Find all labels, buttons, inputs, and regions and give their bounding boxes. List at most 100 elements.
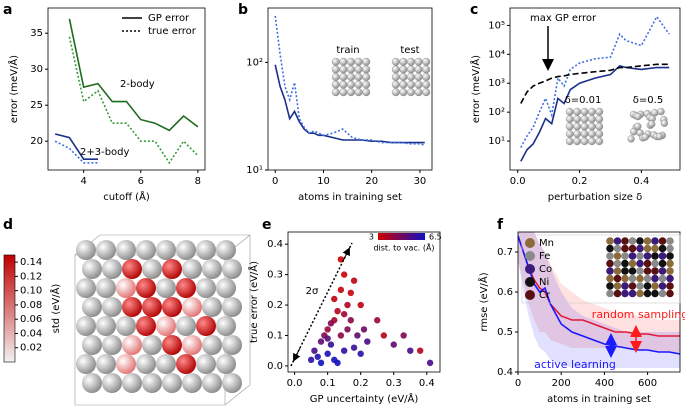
- panel-label: a: [3, 2, 12, 18]
- atom: [339, 73, 348, 81]
- scatter-point: [317, 338, 325, 345]
- scatter-point: [344, 326, 351, 333]
- atom: [628, 282, 637, 290]
- atom: [651, 274, 659, 283]
- annotation: δ=0.01: [565, 95, 602, 106]
- atom: [658, 252, 667, 260]
- atom: [82, 373, 102, 393]
- atom: [407, 57, 415, 66]
- x-tick-label: 0.0: [287, 378, 303, 389]
- y-tick-label: 0.2: [267, 300, 283, 311]
- atom: [643, 274, 652, 283]
- atom: [595, 130, 604, 138]
- atom: [96, 240, 116, 260]
- atom: [651, 259, 659, 268]
- scatter-point: [426, 359, 434, 367]
- colorbar-tick-label: 0.10: [20, 286, 42, 297]
- atom: [162, 335, 182, 355]
- y-tick-label: 0.7: [497, 247, 513, 258]
- atom: [76, 354, 96, 374]
- annotation: max GP error: [530, 13, 597, 24]
- legend-label: Cr: [539, 290, 551, 301]
- scatter-point: [357, 301, 364, 309]
- atom: [142, 335, 162, 355]
- atom: [142, 259, 162, 279]
- legend-label: Co: [539, 264, 552, 275]
- atom: [196, 316, 216, 336]
- atom: [643, 282, 652, 290]
- legend-label: Ni: [539, 277, 549, 288]
- atom: [182, 297, 202, 317]
- atom: [354, 88, 363, 97]
- scatter-point: [347, 317, 354, 324]
- scatter-point: [334, 359, 341, 367]
- legend-label: Fe: [539, 251, 550, 262]
- atom: [573, 115, 581, 123]
- legend-box: [521, 234, 681, 304]
- colorbar-tick-label: 0.08: [20, 300, 42, 311]
- atom: [76, 240, 96, 260]
- annotation: train: [336, 45, 359, 56]
- atom: [628, 237, 637, 245]
- atom: [354, 73, 363, 81]
- atom: [196, 354, 216, 374]
- atom: [122, 373, 142, 393]
- annotation: test: [400, 45, 419, 56]
- atom: [399, 73, 408, 81]
- atom: [354, 65, 363, 74]
- atom: [116, 278, 136, 298]
- x-axis-label: cutoff (Å): [103, 190, 150, 203]
- atom: [643, 267, 652, 275]
- atom: [142, 297, 162, 317]
- colorbar-label: std (eV/Å): [49, 284, 62, 334]
- atom: [627, 135, 635, 143]
- y-tick-label: 0.4: [497, 367, 513, 378]
- atom: [613, 289, 622, 298]
- atom: [588, 107, 596, 116]
- y-tick-label: 0.6: [497, 287, 513, 298]
- atom: [643, 289, 652, 298]
- legend-swatch: [525, 290, 535, 300]
- atom: [331, 73, 340, 81]
- atom: [636, 267, 644, 275]
- atom: [116, 240, 136, 260]
- atom: [606, 274, 614, 283]
- x-tick-label: 0.2: [353, 378, 369, 389]
- atom: [422, 88, 431, 97]
- y-tick-label: 10⁵: [488, 20, 505, 31]
- atom: [156, 278, 176, 298]
- scatter-point: [380, 332, 388, 339]
- axes-frame: [267, 7, 433, 171]
- atom: [182, 373, 202, 393]
- atom: [666, 282, 674, 290]
- atom: [354, 80, 363, 89]
- atom: [422, 80, 431, 89]
- atom: [216, 316, 236, 336]
- atom: [613, 282, 622, 290]
- atom: [331, 57, 340, 66]
- atom: [347, 57, 355, 66]
- sigma-arrowhead: [342, 247, 350, 262]
- series-line: [520, 15, 670, 148]
- x-tick-label: 0.2: [572, 176, 588, 187]
- annotation: 2σ: [306, 286, 319, 297]
- x-tick-label: 600: [638, 378, 657, 389]
- atom: [666, 267, 674, 275]
- atom: [636, 289, 644, 298]
- atom: [362, 73, 371, 81]
- atom: [202, 259, 222, 279]
- atom: [102, 297, 122, 317]
- series-line: [68, 36, 199, 165]
- y-tick-label: 35: [30, 28, 43, 39]
- atom: [122, 259, 142, 279]
- atom: [643, 244, 652, 253]
- scatter-point: [337, 332, 345, 339]
- scatter-point: [360, 326, 368, 333]
- scatter-point: [340, 310, 348, 318]
- atom: [76, 278, 96, 298]
- scatter-point: [347, 289, 354, 297]
- atom: [595, 137, 604, 146]
- atom: [216, 278, 236, 298]
- legend-swatch: [525, 277, 535, 287]
- x-tick-label: 4: [80, 176, 86, 187]
